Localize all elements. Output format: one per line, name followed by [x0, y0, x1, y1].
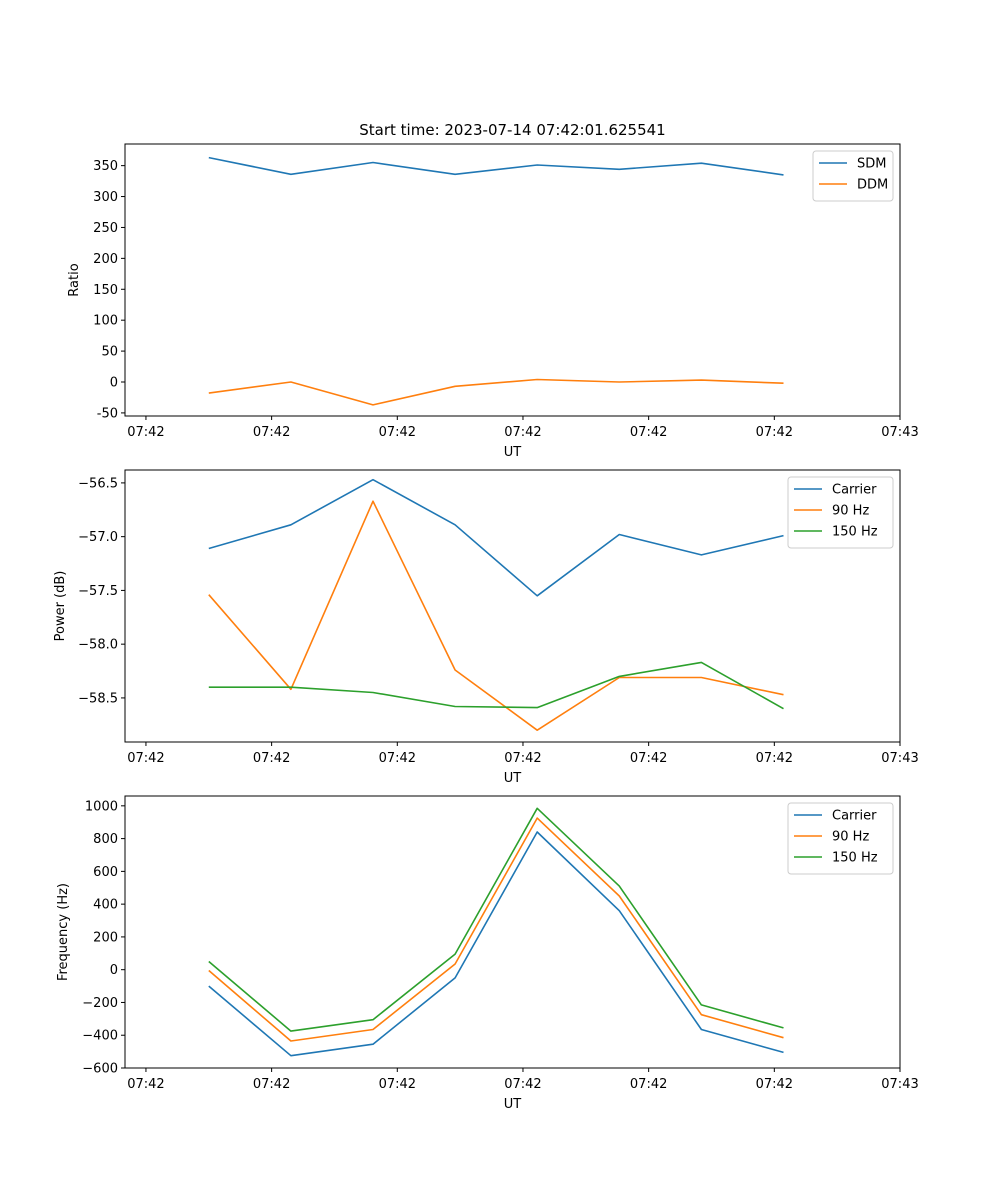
y-tick-label: 400: [93, 898, 118, 913]
x-tick-label: 07:42: [756, 425, 793, 440]
x-tick-label: 07:42: [504, 425, 541, 440]
y-tick-label: 100: [93, 314, 118, 329]
y-axis-label: Frequency (Hz): [56, 883, 71, 981]
y-tick-label: −56.5: [78, 476, 118, 491]
series-line-sdm: [208, 156, 784, 176]
legend-label: 150 Hz: [832, 525, 878, 540]
legend-label: 90 Hz: [832, 830, 869, 845]
x-tick-label: 07:43: [881, 425, 918, 440]
x-tick-label: 07:42: [756, 1077, 793, 1092]
y-tick-label: −400: [82, 1029, 118, 1044]
legend-label: DDM: [857, 178, 888, 193]
x-tick-label: 07:42: [630, 425, 667, 440]
plot-area: [125, 796, 900, 1068]
plot-area: [125, 470, 900, 742]
legend-label: 90 Hz: [832, 504, 869, 519]
x-tick-label: 07:42: [127, 751, 164, 766]
y-tick-label: 50: [101, 345, 118, 360]
x-tick-label: 07:42: [504, 751, 541, 766]
x-tick-label: 07:42: [630, 1077, 667, 1092]
legend-label: Carrier: [832, 483, 877, 498]
y-tick-label: −58.0: [78, 638, 118, 653]
x-tick-label: 07:42: [253, 751, 290, 766]
y-tick-label: 600: [93, 865, 118, 880]
y-tick-label: 250: [93, 221, 118, 236]
series-line-carrier: [208, 478, 784, 597]
y-tick-label: 0: [110, 376, 118, 391]
x-tick-label: 07:42: [127, 425, 164, 440]
series-line-150-hz: [208, 661, 784, 710]
y-tick-label: 300: [93, 190, 118, 205]
y-tick-label: 1000: [85, 799, 118, 814]
y-tick-label: −600: [82, 1062, 118, 1077]
x-tick-label: 07:42: [379, 425, 416, 440]
x-tick-label: 07:42: [756, 751, 793, 766]
chart-2: −58.5 −58.0 −57.5 −57.0 −56.5 07:42 07:42 07:42…: [53, 469, 919, 786]
axes-frame: [124, 143, 901, 417]
series-line-150-hz: [208, 807, 784, 1032]
y-tick-label: 0: [110, 963, 118, 978]
legend-label: Carrier: [832, 809, 877, 824]
y-tick-label: 150: [93, 283, 118, 298]
x-tick-label: 07:42: [504, 1077, 541, 1092]
legend-label: SDM: [857, 157, 886, 172]
legend-label: 150 Hz: [832, 851, 878, 866]
y-axis-label: Ratio: [67, 263, 82, 296]
y-tick-label: −58.5: [78, 691, 118, 706]
x-tick-label: 07:42: [379, 1077, 416, 1092]
y-axis-label: Power (dB): [53, 571, 68, 642]
y-tick-label: 200: [93, 252, 118, 267]
y-tick-label: 200: [93, 930, 118, 945]
x-tick-label: 07:42: [253, 1077, 290, 1092]
x-tick-label: 07:42: [379, 751, 416, 766]
legend: Carrier 90 Hz 150 Hz: [787, 476, 894, 549]
x-tick-label: 07:42: [253, 425, 290, 440]
y-tick-label: −57.0: [78, 530, 118, 545]
y-tick-label: 350: [93, 159, 118, 174]
series-line-ddm: [208, 378, 784, 406]
chart-3: −600 −400 −200 0 200 400 600 800 1000 07:42 07:42 0…: [56, 795, 919, 1112]
y-tick-label: −200: [82, 996, 118, 1011]
x-tick-label: 07:42: [630, 751, 667, 766]
x-axis-label: UT: [504, 445, 522, 460]
series-line-90-hz: [208, 500, 784, 732]
x-axis-label: UT: [504, 771, 522, 786]
x-tick-label: 07:43: [881, 1077, 918, 1092]
x-tick-label: 07:43: [881, 751, 918, 766]
axes-frame: [124, 469, 901, 743]
legend: SDM DDM: [812, 150, 894, 202]
x-axis-label: UT: [504, 1097, 522, 1112]
series-line-carrier: [208, 831, 784, 1057]
legend: Carrier 90 Hz 150 Hz: [787, 802, 894, 875]
y-tick-label: 800: [93, 832, 118, 847]
y-tick-label: -50: [97, 406, 118, 421]
x-tick-label: 07:42: [127, 1077, 164, 1092]
chart-1: -50 0 50 100 150 200 250 300 350 07:42 07:42 07:42 0…: [67, 121, 919, 460]
chart-title: Start time: 2023-07-14 07:42:01.625541: [359, 121, 665, 139]
series-line-90-hz: [208, 817, 784, 1042]
axes-frame: [124, 795, 901, 1069]
plot-area: [125, 144, 900, 416]
y-tick-label: −57.5: [78, 584, 118, 599]
